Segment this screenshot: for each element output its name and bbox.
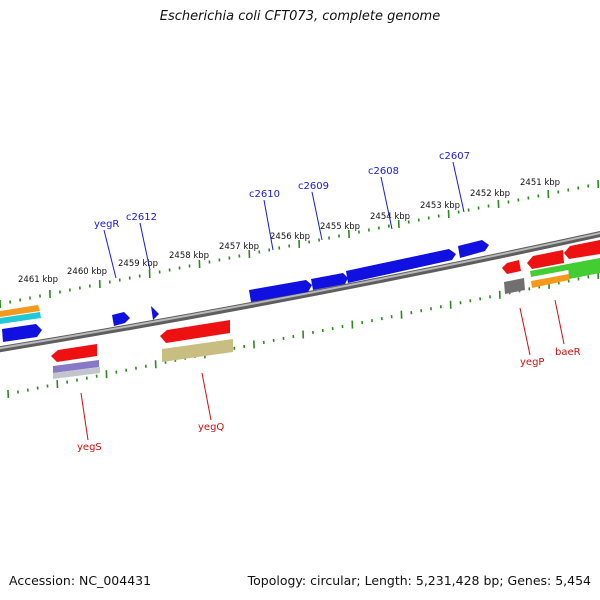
gene-label-yegP[interactable]: yegP [520,357,544,368]
bottom-gene-labels: yegS yegQ yegP baeR [77,347,581,453]
gene-label-yegS[interactable]: yegS [77,442,102,453]
gene-label-c2609[interactable]: c2609 [298,181,329,192]
forward-strand-features [0,240,489,342]
scale-label: 2460 kbp [67,267,107,277]
gene-label-c2612[interactable]: c2612 [126,212,157,223]
scale-label: 2457 kbp [219,242,259,252]
scale-label: 2451 kbp [520,178,560,188]
scale-label: 2455 kbp [320,222,360,232]
gene-arrow-c2612[interactable] [151,306,159,320]
feature-bar-yegQ-olive[interactable] [162,339,233,362]
feature-bar-yegS-silver[interactable] [53,367,100,379]
scale-labels: 2461 kbp 2460 kbp 2459 kbp 2458 kbp 2457… [18,178,560,285]
scale-label: 2458 kbp [169,251,209,261]
gene-arrow-yegQ[interactable] [160,320,230,343]
gene-arrow-baeR-red-1[interactable] [527,250,564,269]
gene-arrow-c2609[interactable] [311,273,348,290]
reverse-strand-features [51,240,600,379]
scale-label: 2453 kbp [420,201,460,211]
scale-label: 2461 kbp [18,275,58,285]
gene-arrow-c2607[interactable] [458,240,489,258]
gene-arrow-yegS[interactable] [51,344,97,362]
scale-label: 2459 kbp [118,259,158,269]
gene-arrow-yegP[interactable] [502,260,521,274]
map-title: Escherichia coli CFT073, complete genome [159,9,441,24]
gene-arrow-c2608[interactable] [346,249,456,283]
feature-bar-baeR-orange[interactable] [531,274,569,288]
genome-summary-text: Topology: circular; Length: 5,231,428 bp… [247,573,591,588]
feature-bar-baeR-green-2[interactable] [568,259,600,279]
genome-backbone-highlight [0,232,600,350]
gene-label-c2607[interactable]: c2607 [439,151,470,162]
gene-label-c2608[interactable]: c2608 [368,166,399,177]
bottom-label-leaders [80,299,565,441]
accession-text: Accession: NC_004431 [9,573,152,588]
gene-arrow-baeR-red-2[interactable] [564,240,600,259]
scale-ticks-inner [7,270,600,399]
feature-bar-yegS-lavender[interactable] [53,360,99,373]
feature-bar-yegP-gray[interactable] [504,278,525,294]
gene-label-c2610[interactable]: c2610 [249,189,280,200]
gene-label-baeR[interactable]: baeR [555,347,581,358]
gene-label-yegQ[interactable]: yegQ [198,422,224,433]
feature-bar-orange[interactable] [0,305,40,317]
scale-label: 2454 kbp [370,212,410,222]
scale-ticks-outer [0,179,600,309]
feature-bar-cyan[interactable] [0,312,41,324]
gene-arrow-yegR[interactable] [112,312,130,326]
gene-arrow-c2610[interactable] [249,280,312,302]
top-gene-labels: yegR c2612 c2610 c2609 c2608 c2607 [94,151,470,230]
scale-label: 2456 kbp [270,232,310,242]
scale-label: 2452 kbp [470,189,510,199]
top-label-leaders [103,161,465,279]
gene-arrow-left-blue[interactable] [2,324,42,342]
gene-label-yegR[interactable]: yegR [94,219,119,230]
